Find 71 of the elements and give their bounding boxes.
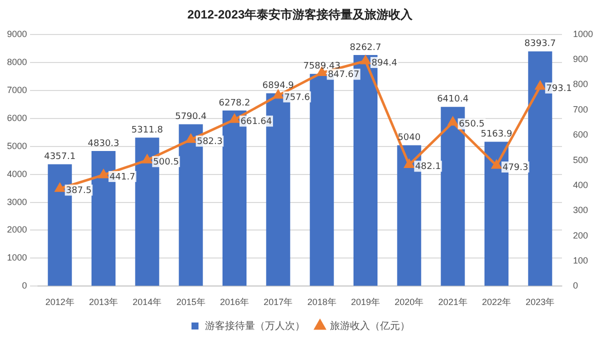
y2-tick-label: 600	[572, 130, 588, 140]
data-label: 894.4	[371, 58, 398, 68]
y-tick-label: 6000	[6, 112, 28, 123]
y-tick-label: 5000	[6, 140, 28, 151]
x-tick-label: 2018年	[307, 297, 336, 308]
y-tick-label: 1000	[6, 252, 28, 263]
point	[535, 81, 545, 90]
point	[404, 160, 414, 168]
y2-tick-label: 300	[572, 205, 588, 216]
y2-tick-label: 0	[572, 280, 578, 291]
data-label: 479.3	[502, 162, 528, 173]
data-label: 482.1	[415, 162, 441, 172]
legend-label: 旅游收入（亿元）	[330, 320, 410, 332]
point	[142, 154, 152, 164]
data-label: 793.1	[546, 84, 572, 94]
y2-tick-label: 800	[572, 79, 588, 90]
data-label: 4830.3	[88, 138, 120, 149]
x-tick-label: 2019年	[350, 297, 380, 308]
y-tick-label: 0	[22, 280, 28, 291]
data-label: 582.3	[196, 136, 223, 147]
data-label: 6278.2	[218, 98, 250, 108]
point	[230, 114, 240, 123]
data-label: 5311.8	[131, 125, 164, 136]
y-tick-label: 3000	[6, 196, 28, 207]
x-tick-label: 2013年	[89, 297, 118, 308]
data-label: 6410.4	[437, 94, 469, 105]
data-label: 500.5	[153, 158, 179, 168]
y2-tick-label: 900	[572, 54, 588, 64]
x-tick-label: 2017年	[264, 297, 293, 308]
y2-tick-label: 100	[572, 256, 588, 266]
data-label: 8262.7	[350, 42, 382, 53]
point	[186, 134, 196, 143]
x-tick-label: 2015年	[176, 297, 206, 308]
chart-title: 2012-2023年泰安市游客接待量及旅游收入	[187, 8, 414, 22]
data-label: 757.6	[284, 92, 310, 103]
data-label: 6894.9	[262, 81, 294, 92]
x-tick-label: 2016年	[220, 297, 250, 308]
point	[492, 160, 502, 169]
y-tick-label: 2000	[6, 224, 28, 235]
data-label: 650.5	[458, 120, 485, 130]
data-label: 441.7	[110, 172, 136, 182]
x-tick-label: 2014年	[132, 297, 162, 308]
legend-label: 游客接待量（万人次）	[205, 320, 305, 332]
point	[360, 56, 370, 64]
data-label: 387.5	[66, 186, 92, 196]
y-tick-label: 9000	[6, 28, 28, 39]
x-tick-label: 2012年	[45, 297, 74, 308]
data-label: 5790.4	[175, 112, 207, 122]
data-label: 8393.7	[524, 39, 556, 50]
data-label: 5163.9	[480, 130, 512, 140]
data-label: 5040	[398, 133, 421, 144]
x-tick-label: 2021年	[438, 297, 468, 308]
point	[273, 90, 283, 99]
point	[55, 183, 65, 192]
x-tick-label: 2020年	[394, 297, 424, 308]
y2-tick-label: 200	[572, 230, 588, 240]
y2-tick-label: 400	[572, 180, 588, 190]
data-label: 661.64	[240, 116, 272, 127]
data-label: 7589.43	[303, 62, 340, 72]
y-tick-label: 7000	[6, 84, 28, 95]
data-label: 847.67	[328, 70, 360, 80]
y2-tick-label: 1000	[572, 28, 594, 39]
x-tick-label: 2023年	[526, 297, 555, 308]
y-tick-label: 8000	[6, 56, 28, 67]
point	[98, 170, 108, 178]
point	[448, 117, 458, 126]
data-label: 4357.1	[44, 152, 76, 162]
y2-tick-label: 700	[572, 104, 588, 114]
y2-tick-label: 500	[572, 154, 588, 165]
y-tick-label: 4000	[6, 168, 28, 179]
x-tick-label: 2022年	[482, 297, 511, 308]
